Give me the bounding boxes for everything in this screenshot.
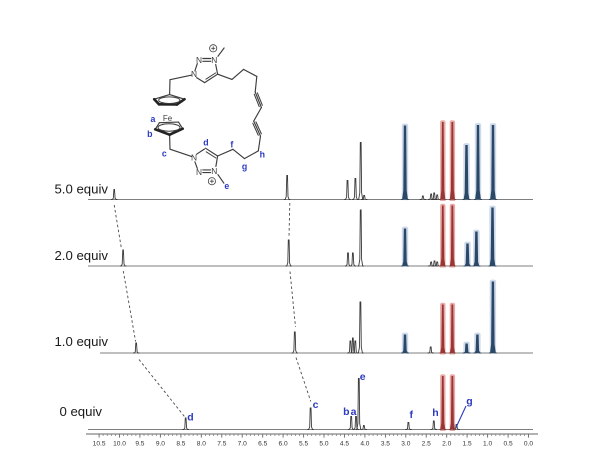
svg-text:b: b bbox=[147, 129, 153, 139]
svg-text:0 equiv: 0 equiv bbox=[59, 404, 102, 419]
svg-text:c: c bbox=[313, 399, 319, 411]
svg-text:h: h bbox=[432, 407, 438, 419]
svg-text:d: d bbox=[187, 412, 193, 424]
svg-text:f: f bbox=[230, 139, 233, 149]
svg-text:e: e bbox=[224, 181, 229, 191]
svg-text:N: N bbox=[191, 69, 197, 79]
svg-text:e: e bbox=[360, 371, 366, 383]
svg-text:N: N bbox=[211, 166, 217, 176]
svg-text:h: h bbox=[260, 150, 265, 160]
svg-text:1.5: 1.5 bbox=[463, 441, 472, 448]
svg-text:10.5: 10.5 bbox=[93, 441, 106, 448]
svg-text:2.5: 2.5 bbox=[422, 441, 431, 448]
svg-text:7.5: 7.5 bbox=[217, 441, 226, 448]
svg-text:N: N bbox=[211, 55, 217, 65]
svg-text:9.0: 9.0 bbox=[156, 441, 165, 448]
svg-text:10.0: 10.0 bbox=[113, 441, 126, 448]
svg-text:7.0: 7.0 bbox=[238, 441, 247, 448]
svg-text:4.5: 4.5 bbox=[340, 441, 349, 448]
svg-text:a: a bbox=[351, 406, 357, 418]
svg-text:3.0: 3.0 bbox=[401, 441, 410, 448]
svg-text:N: N bbox=[196, 55, 202, 65]
svg-text:0.5: 0.5 bbox=[504, 441, 513, 448]
svg-text:3.5: 3.5 bbox=[381, 441, 390, 448]
svg-text:N: N bbox=[196, 167, 202, 177]
svg-text:5.5: 5.5 bbox=[299, 441, 308, 448]
svg-text:5.0: 5.0 bbox=[319, 441, 328, 448]
svg-text:4.0: 4.0 bbox=[360, 441, 369, 448]
svg-text:f: f bbox=[410, 409, 414, 421]
svg-text:Fe: Fe bbox=[163, 114, 173, 123]
svg-text:8.0: 8.0 bbox=[197, 441, 206, 448]
svg-text:0.0: 0.0 bbox=[524, 441, 533, 448]
svg-text:1.0: 1.0 bbox=[483, 441, 492, 448]
svg-text:c: c bbox=[162, 149, 167, 159]
svg-text:6.0: 6.0 bbox=[279, 441, 288, 448]
svg-text:9.5: 9.5 bbox=[135, 441, 144, 448]
svg-text:g: g bbox=[242, 161, 247, 171]
svg-text:1.0 equiv: 1.0 equiv bbox=[54, 334, 108, 349]
svg-text:N: N bbox=[191, 153, 197, 163]
svg-text:2.0 equiv: 2.0 equiv bbox=[54, 248, 108, 263]
svg-text:g: g bbox=[466, 396, 472, 408]
svg-text:5.0 equiv: 5.0 equiv bbox=[54, 182, 108, 197]
svg-text:a: a bbox=[151, 114, 156, 124]
svg-text:8.5: 8.5 bbox=[176, 441, 185, 448]
svg-text:d: d bbox=[203, 138, 208, 148]
svg-text:6.5: 6.5 bbox=[258, 441, 267, 448]
svg-text:2.0: 2.0 bbox=[442, 441, 451, 448]
svg-text:b: b bbox=[343, 406, 349, 418]
